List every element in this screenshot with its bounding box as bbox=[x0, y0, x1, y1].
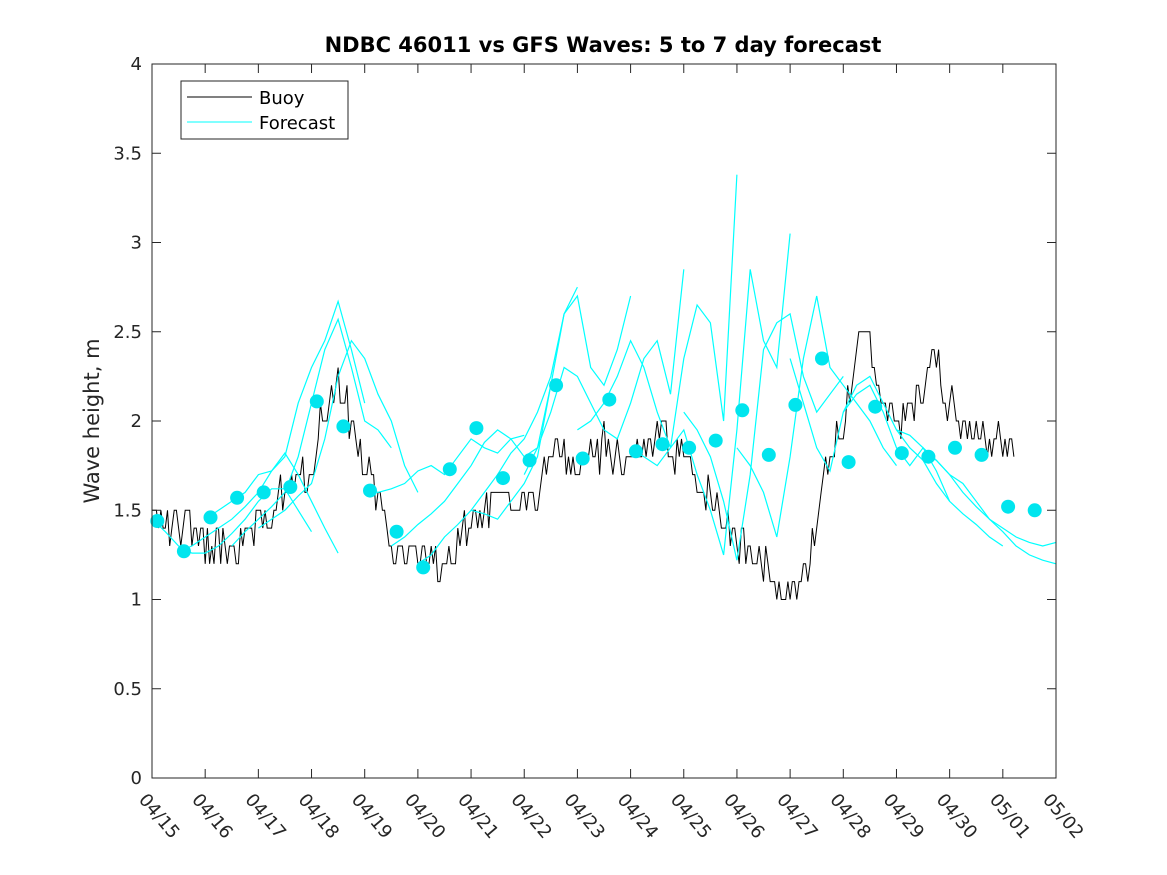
forecast-point bbox=[841, 455, 856, 470]
forecast-point bbox=[549, 378, 564, 393]
forecast-point bbox=[230, 490, 245, 505]
x-tick-label: 04/24 bbox=[613, 790, 662, 843]
chart-title: NDBC 46011 vs GFS Waves: 5 to 7 day fore… bbox=[325, 33, 882, 57]
series-layer bbox=[150, 174, 1057, 600]
forecast-point bbox=[815, 351, 829, 366]
forecast-point bbox=[655, 437, 670, 452]
x-tick-label: 04/21 bbox=[453, 790, 502, 843]
forecast-point bbox=[203, 510, 218, 525]
forecast-point bbox=[256, 485, 271, 500]
forecast-point bbox=[1001, 499, 1016, 514]
forecast-point bbox=[283, 480, 298, 494]
forecast-point bbox=[469, 421, 484, 436]
y-tick-label: 2 bbox=[131, 411, 142, 432]
x-tick-label: 04/23 bbox=[560, 790, 609, 843]
forecast-point bbox=[868, 399, 883, 414]
y-tick-label: 1.5 bbox=[113, 500, 142, 521]
forecast-point bbox=[309, 394, 324, 409]
forecast-point bbox=[735, 403, 750, 418]
forecast-trace-9 bbox=[523, 269, 685, 475]
forecast-point bbox=[708, 433, 723, 448]
x-tick-label: 05/01 bbox=[985, 790, 1034, 843]
x-tick-label: 04/29 bbox=[879, 790, 928, 843]
x-tick-label: 04/15 bbox=[134, 790, 183, 843]
legend-buoy-label: Buoy bbox=[259, 88, 305, 109]
x-tick-label: 04/18 bbox=[294, 790, 343, 843]
forecast-trace-12 bbox=[683, 312, 844, 561]
x-tick-label: 04/22 bbox=[506, 790, 555, 843]
x-tick-label: 04/28 bbox=[825, 790, 874, 843]
y-tick-label: 0 bbox=[131, 768, 142, 789]
forecast-point bbox=[442, 462, 457, 477]
y-tick-label: 2.5 bbox=[113, 322, 142, 343]
y-axis-label: Wave height, m bbox=[80, 338, 104, 503]
x-tick-label: 04/20 bbox=[400, 790, 449, 843]
forecast-point bbox=[575, 451, 590, 466]
forecast-point bbox=[522, 453, 537, 468]
forecast-point bbox=[416, 560, 431, 575]
forecast-point bbox=[363, 483, 377, 498]
x-tick-label: 04/16 bbox=[187, 790, 236, 843]
legend-box bbox=[180, 80, 349, 140]
forecast-point bbox=[974, 447, 989, 462]
forecast-point bbox=[150, 514, 165, 528]
y-tick-label: 4 bbox=[131, 54, 142, 75]
forecast-point bbox=[761, 447, 776, 462]
forecast-trace-17 bbox=[922, 452, 1057, 547]
forecast-point bbox=[602, 392, 617, 407]
x-tick-label: 05/02 bbox=[1038, 790, 1087, 843]
forecast-point bbox=[628, 444, 643, 459]
forecast-point bbox=[894, 446, 909, 461]
legend-forecast-label: Forecast bbox=[259, 113, 335, 134]
y-tick-label: 3 bbox=[131, 233, 142, 254]
y-tick-label: 0.5 bbox=[113, 679, 142, 700]
x-tick-label: 04/19 bbox=[347, 790, 396, 843]
x-tick-label: 04/27 bbox=[772, 790, 821, 843]
forecast-point bbox=[496, 471, 510, 486]
forecast-point bbox=[682, 440, 697, 455]
y-tick-label: 3.5 bbox=[113, 143, 142, 164]
y-tick-label: 1 bbox=[131, 590, 142, 611]
x-tick-label: 04/26 bbox=[719, 790, 768, 843]
forecast-trace-5 bbox=[364, 434, 525, 494]
forecast-trace-4 bbox=[258, 339, 419, 529]
forecast-trace-11 bbox=[630, 233, 791, 556]
x-tick-label: 04/30 bbox=[932, 790, 981, 843]
forecast-trace-16 bbox=[896, 429, 1057, 565]
legend: Buoy Forecast bbox=[180, 80, 349, 140]
forecast-point bbox=[389, 524, 404, 539]
forecast-point bbox=[948, 440, 962, 455]
y-axis: 0 0.5 1 1.5 2 2.5 3 3.5 4 bbox=[113, 54, 1056, 789]
forecast-point bbox=[921, 449, 936, 464]
x-tick-label: 04/25 bbox=[666, 790, 715, 843]
forecast-point bbox=[1027, 503, 1042, 518]
x-tick-label: 04/17 bbox=[241, 790, 290, 843]
forecast-point bbox=[336, 419, 351, 434]
forecast-point bbox=[788, 397, 803, 412]
forecast-point bbox=[176, 544, 191, 559]
forecast-trace-13 bbox=[736, 295, 897, 538]
